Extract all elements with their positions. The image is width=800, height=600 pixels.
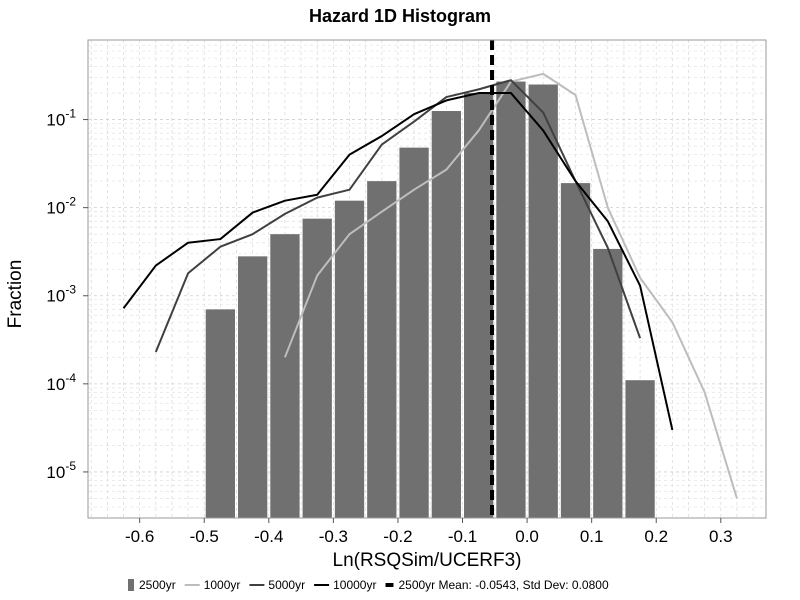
y-tick-exponent: -4 <box>65 371 76 385</box>
y-axis-label: Fraction <box>5 260 26 329</box>
bar <box>205 309 236 518</box>
y-tick-label: 10-4 <box>46 371 76 394</box>
legend-label: 2500yr Mean: -0.0543, Std Dev: 0.0800 <box>398 578 608 592</box>
bar <box>560 183 591 518</box>
bar <box>431 111 462 518</box>
y-tick-label: 10-5 <box>46 459 76 482</box>
x-tick-label: -0.5 <box>190 527 219 546</box>
bars-layer <box>205 81 655 519</box>
bar <box>302 218 332 518</box>
y-tick-label: 10-2 <box>46 195 76 218</box>
x-tick-label: -0.1 <box>448 527 477 546</box>
bar <box>528 84 558 518</box>
legend-label: 2500yr <box>139 578 176 592</box>
legend-swatch-2500yr <box>128 579 134 591</box>
legend-label: 5000yr <box>268 578 305 592</box>
y-tick-base: 10 <box>46 287 65 306</box>
x-tick-label: 0.3 <box>709 527 733 546</box>
bar <box>593 248 623 518</box>
plot-frame <box>87 39 767 519</box>
lines-layer <box>122 72 738 499</box>
y-tick-exponent: -1 <box>65 107 76 121</box>
y-tick-exponent: -2 <box>65 195 76 209</box>
y-tick-base: 10 <box>46 111 65 130</box>
bar <box>238 256 268 518</box>
x-tick-label: 0.0 <box>515 527 539 546</box>
bar <box>270 234 300 518</box>
legend-label: 10000yr <box>333 578 376 592</box>
y-axis: 10-110-210-310-410-5 <box>46 107 88 482</box>
x-axis: -0.6 -0.5 -0.4 -0.3 -0.2 -0.1 0.0 0.1 0.2 0.3 <box>125 518 733 546</box>
y-tick-base: 10 <box>46 199 65 218</box>
y-tick-exponent: -5 <box>65 459 76 473</box>
chart-title: Hazard 1D Histogram <box>309 6 491 26</box>
series-line-10000yr <box>122 92 674 431</box>
x-tick-label: -0.6 <box>125 527 154 546</box>
x-tick-label: -0.3 <box>319 527 348 546</box>
series-line-5000yr <box>154 79 642 353</box>
legend: 2500yr 1000yr 5000yr 10000yr 2500yr Mean: -0… <box>128 578 609 592</box>
y-tick-base: 10 <box>46 463 65 482</box>
bar <box>367 181 397 518</box>
x-tick-label: 0.1 <box>580 527 604 546</box>
bar <box>496 81 526 519</box>
legend-label: 1000yr <box>204 578 241 592</box>
x-axis-label: Ln(RSQSim/UCERF3) <box>333 550 522 571</box>
y-tick-base: 10 <box>46 375 65 394</box>
x-tick-label: 0.2 <box>644 527 668 546</box>
bar <box>625 380 655 518</box>
bar <box>399 147 429 518</box>
x-tick-label: -0.4 <box>254 527 283 546</box>
y-tick-exponent: -3 <box>65 283 76 297</box>
y-tick-label: 10-3 <box>46 283 76 306</box>
bar <box>464 93 494 519</box>
x-tick-label: -0.2 <box>383 527 412 546</box>
bar <box>334 200 365 518</box>
y-tick-label: 10-1 <box>46 107 76 130</box>
